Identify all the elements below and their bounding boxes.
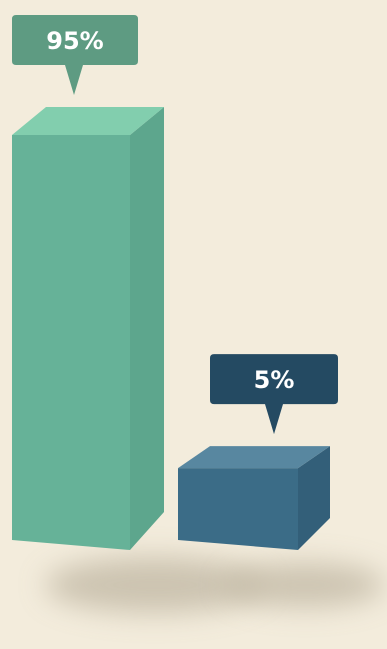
bar-2-shadow — [225, 563, 385, 607]
bar-1-callout-box — [12, 15, 138, 95]
bar-2-side — [298, 446, 330, 550]
bar-2-callout: 5% — [210, 354, 338, 435]
bar-1-callout: 95% — [12, 15, 138, 95]
bar-1-side — [130, 107, 164, 550]
bar-2 — [178, 446, 330, 550]
bar-1-shadow — [45, 557, 265, 613]
bar-2-top — [178, 446, 330, 469]
bar-1-value-label: 95% — [46, 27, 103, 55]
bar-2-value-label: 5% — [254, 366, 295, 394]
bar-1 — [12, 107, 164, 550]
bar-2-callout-box — [210, 354, 338, 435]
bar-1-front — [12, 135, 130, 550]
bar-1-top — [12, 107, 164, 135]
bar-2-front — [178, 468, 298, 550]
